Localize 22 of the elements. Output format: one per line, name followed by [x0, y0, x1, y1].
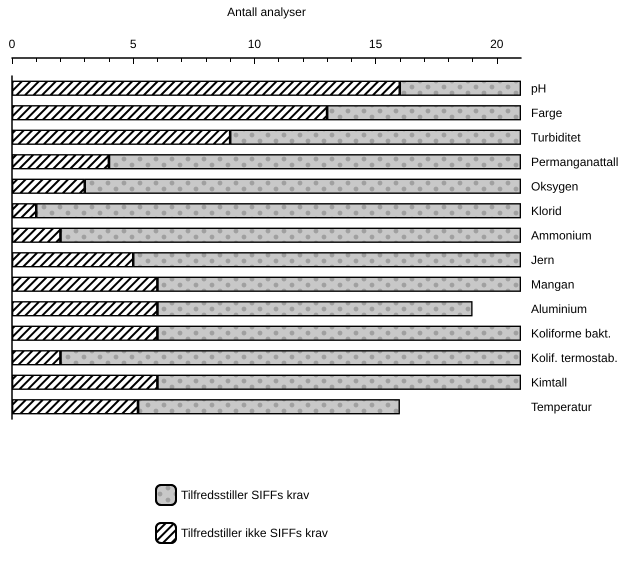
- legend-label: Tilfredsstiller SIFFs krav: [181, 488, 310, 502]
- y-tick-label: pH: [531, 81, 546, 96]
- x-tick-label: 15: [368, 37, 383, 51]
- x-tick-label: 10: [248, 37, 262, 51]
- x-tick-label: 0: [8, 37, 16, 51]
- y-tick-label: Ammonium: [531, 228, 592, 242]
- x-tick-label: 20: [490, 37, 504, 51]
- x-tick-label: 5: [130, 37, 137, 51]
- y-tick-label: Jern: [531, 252, 554, 267]
- y-tick-label: Oksygen: [531, 179, 578, 194]
- y-tick-label: Farge: [531, 106, 563, 120]
- y-tick-label: Temperatur: [531, 400, 592, 414]
- y-tick-label: Koliforme bakt.: [531, 326, 612, 340]
- y-tick-label: Kimtall: [531, 375, 568, 390]
- y-tick-label: Klorid: [531, 204, 562, 218]
- y-tick-label: Aluminium: [531, 302, 588, 316]
- y-tick-label: Permanganattall: [531, 154, 618, 169]
- legend-label: Tilfredstiller ikke SIFFs krav: [181, 526, 328, 540]
- y-tick-label: Mangan: [531, 277, 574, 292]
- x-axis-title: Antall analyser: [227, 5, 306, 19]
- y-tick-label: Turbiditet: [531, 130, 582, 144]
- y-tick-label: Kolif. termostab.: [531, 350, 618, 365]
